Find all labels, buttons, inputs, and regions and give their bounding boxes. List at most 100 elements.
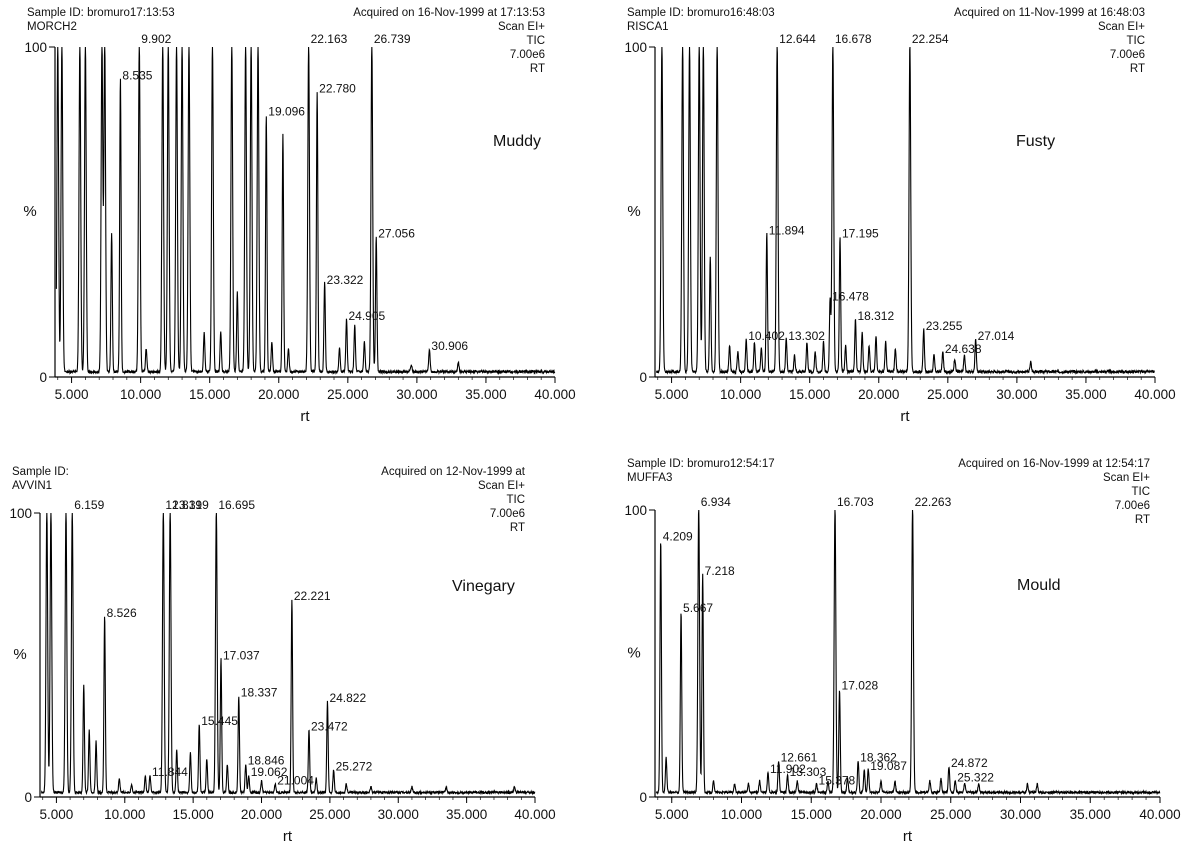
rt-flag: RT <box>1135 514 1150 526</box>
rt-flag: RT <box>510 522 525 534</box>
x-tick-label: 40.000 <box>534 387 575 402</box>
peak-label: 7.218 <box>705 564 735 578</box>
x-tick-label: 40.000 <box>1139 807 1180 822</box>
sample-id: Sample ID: <box>12 466 69 478</box>
x-tick-label: 40.000 <box>514 807 555 822</box>
peak-label: 5.667 <box>683 601 713 615</box>
tic-trace <box>40 512 536 796</box>
x-tick-label: 10.000 <box>120 387 161 402</box>
peak-label: 18.846 <box>248 754 285 768</box>
scan-mode: Scan EI+ <box>498 21 545 33</box>
sample-id: Sample ID: bromuro12:54:17 <box>627 458 775 470</box>
peak-label: 25.322 <box>957 771 994 785</box>
y-tick-label: 100 <box>624 40 647 55</box>
peak-label: 19.062 <box>251 765 288 779</box>
x-tick-label: 40.000 <box>1134 387 1175 402</box>
peak-label: 27.014 <box>978 329 1015 343</box>
peak-label: 9.902 <box>141 32 171 46</box>
x-tick-label: 30.000 <box>378 807 419 822</box>
chromatogram-panel-4: Sample ID: bromuro12:54:17 MUFFA3 Acquired… <box>624 458 1180 845</box>
x-tick-label: 15.000 <box>189 387 230 402</box>
sample-id: Sample ID: bromuro16:48:03 <box>627 7 775 19</box>
peak-label: 13.319 <box>172 498 209 512</box>
y-tick-label: 0 <box>639 370 647 385</box>
x-tick-label: 15.000 <box>789 387 830 402</box>
odor-label: Vinegary <box>452 578 515 595</box>
x-axis-label: rt <box>283 828 293 845</box>
rt-flag: RT <box>530 63 545 75</box>
odor-label: Fusty <box>1016 133 1055 150</box>
peak-label: 18.312 <box>857 309 894 323</box>
detector-mode: TIC <box>1126 35 1145 47</box>
y-tick-label: 0 <box>39 370 47 385</box>
x-tick-label: 20.000 <box>860 807 901 822</box>
sample-name: AVVIN1 <box>12 480 52 492</box>
peak-label: 27.056 <box>378 227 415 241</box>
x-tick-label: 25.000 <box>927 387 968 402</box>
peak-label: 17.028 <box>842 679 879 693</box>
peak-label: 8.526 <box>107 606 137 620</box>
peak-label: 12.819 <box>165 498 202 512</box>
x-tick-label: 30.000 <box>1000 807 1041 822</box>
peak-label: 26.739 <box>374 32 411 46</box>
y-tick-label: 100 <box>624 503 647 518</box>
y-axis-label: % <box>23 203 36 220</box>
odor-label: Muddy <box>493 133 541 150</box>
detector-mode: TIC <box>526 35 545 47</box>
x-tick-label: 10.000 <box>104 807 145 822</box>
x-tick-label: 35.000 <box>465 387 506 402</box>
peak-label: 30.906 <box>431 339 468 353</box>
sample-id: Sample ID: bromuro17:13:53 <box>27 7 175 19</box>
peak-label: 24.872 <box>951 756 988 770</box>
peak-label: 18.362 <box>860 750 897 764</box>
peak-label: 11.894 <box>769 223 805 237</box>
chromatogram-panel-1: Sample ID: bromuro17:13:53 MORCH2 Acquired… <box>23 7 575 425</box>
peak-label: 23.255 <box>926 319 963 333</box>
peak-label: 24.638 <box>945 342 982 356</box>
peak-label: 15.445 <box>201 714 238 728</box>
x-tick-label: 5.000 <box>55 387 89 402</box>
chromatogram-panel-2: Sample ID: bromuro16:48:03 RISCA1 Acquired… <box>624 7 1175 425</box>
y-axis-label: % <box>13 646 26 663</box>
peak-label: 22.221 <box>294 589 331 603</box>
x-tick-label: 10.000 <box>720 387 761 402</box>
peak-label: 6.934 <box>701 495 731 509</box>
x-tick-label: 20.000 <box>858 387 899 402</box>
sample-name: MUFFA3 <box>627 472 672 484</box>
x-axis-label: rt <box>903 828 913 845</box>
acquired-date: Acquired on 16-Nov-1999 at 12:54:17 <box>958 458 1150 470</box>
peak-label: 4.209 <box>663 529 693 543</box>
odor-label: Mould <box>1017 577 1061 594</box>
scan-mode: Scan EI+ <box>1103 472 1150 484</box>
intensity-scale: 7.00e6 <box>1110 49 1145 61</box>
peak-label: 13.303 <box>790 765 827 779</box>
peak-label: 11.844 <box>152 765 188 779</box>
x-tick-label: 10.000 <box>721 807 762 822</box>
x-tick-label: 15.000 <box>173 807 214 822</box>
tic-trace <box>655 509 1161 796</box>
peak-label: 23.472 <box>311 720 348 734</box>
peak-label: 16.695 <box>218 498 255 512</box>
peak-label: 8.535 <box>122 68 152 82</box>
y-axis-label: % <box>627 645 640 662</box>
rt-flag: RT <box>1130 63 1145 75</box>
peak-label: 21.004 <box>277 773 314 787</box>
peak-label: 16.703 <box>837 495 874 509</box>
peak-label: 10.402 <box>748 329 785 343</box>
y-tick-label: 100 <box>9 506 32 521</box>
x-tick-label: 5.000 <box>655 387 689 402</box>
chromatogram-panel-3: Sample ID: AVVIN1 Acquired on 12-Nov-1999 … <box>9 466 555 845</box>
x-tick-label: 35.000 <box>446 807 487 822</box>
peak-label: 18.337 <box>241 685 278 699</box>
peak-label: 25.272 <box>336 759 373 773</box>
x-tick-label: 25.000 <box>327 387 368 402</box>
acquired-date: Acquired on 11-Nov-1999 at 16:48:03 <box>954 7 1145 19</box>
detector-mode: TIC <box>506 494 525 506</box>
peak-label: 23.322 <box>327 273 364 287</box>
x-tick-label: 35.000 <box>1070 807 1111 822</box>
x-tick-label: 20.000 <box>258 387 299 402</box>
x-tick-label: 5.000 <box>40 807 74 822</box>
x-tick-label: 30.000 <box>996 387 1037 402</box>
